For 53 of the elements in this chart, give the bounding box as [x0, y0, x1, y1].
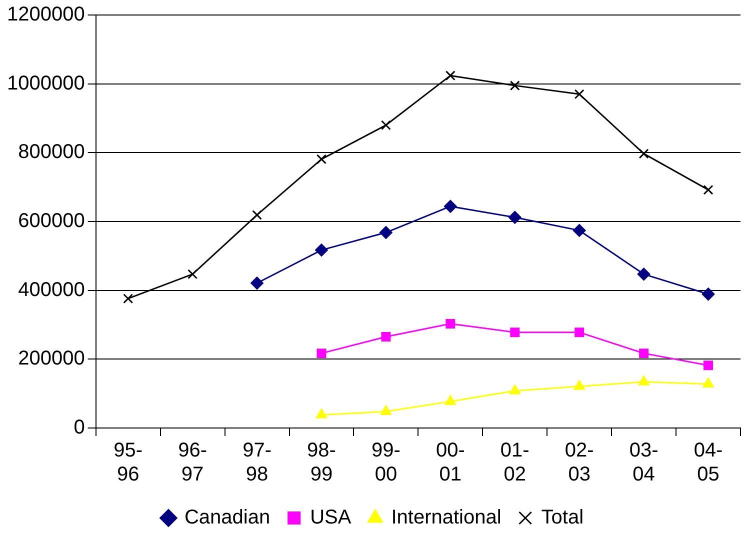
point [381, 332, 391, 342]
y-tick-label: 400000 [18, 278, 85, 301]
x-tick-label: 04-05 [694, 440, 723, 486]
point [702, 377, 714, 388]
x-tick-label: 99-00 [371, 440, 400, 486]
point [188, 269, 198, 280]
x-tick-label: 02-03 [564, 440, 594, 486]
point [704, 360, 714, 370]
y-tick-label: 800000 [18, 141, 85, 164]
x-tick-label: 95-96 [114, 440, 143, 486]
point [574, 328, 584, 338]
point [637, 268, 650, 281]
point [316, 348, 326, 358]
legend-label: USA [310, 506, 352, 529]
point [572, 224, 586, 237]
legend-label: International [391, 506, 502, 529]
point [250, 276, 264, 290]
point [702, 288, 715, 301]
legend-label: Total [541, 506, 584, 529]
y-tick-label: 0 [74, 416, 85, 439]
x-tick-label: 00-01 [436, 440, 465, 486]
point [574, 89, 584, 100]
legend-label: Canadian [184, 506, 270, 529]
x-tick-label: 96-97 [178, 440, 208, 486]
point [703, 184, 714, 195]
y-tick-label: 600000 [18, 210, 85, 232]
point [123, 294, 134, 304]
point [380, 120, 391, 130]
point [510, 328, 520, 338]
y-tick-label: 200000 [18, 348, 85, 370]
y-tick-label: 1000000 [6, 72, 85, 94]
x-tick-label: 01-02 [500, 440, 530, 486]
x-tick-label: 97-98 [242, 440, 272, 486]
point [252, 210, 262, 220]
point [639, 348, 649, 358]
point [379, 226, 392, 240]
x-tick-label: 03-04 [629, 440, 658, 486]
point [509, 384, 521, 394]
point [316, 408, 328, 418]
y-tick-label: 1200000 [6, 4, 85, 26]
point [445, 70, 456, 81]
point [574, 380, 586, 390]
x-tick-label: 98-99 [307, 440, 336, 486]
point [446, 318, 456, 328]
point [638, 375, 650, 386]
point [510, 80, 520, 91]
point [316, 154, 326, 164]
point [444, 200, 457, 213]
point [380, 404, 392, 415]
point [314, 244, 328, 257]
point [638, 148, 649, 159]
point [508, 210, 522, 224]
point [444, 395, 456, 405]
